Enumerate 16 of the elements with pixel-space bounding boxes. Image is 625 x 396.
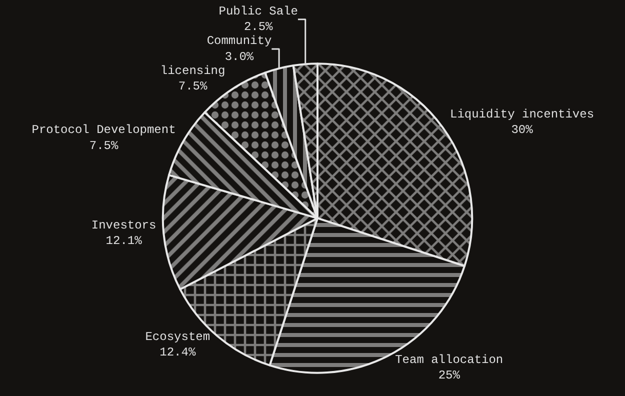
data-label: 30%: [511, 123, 534, 138]
data-label: 12.4%: [160, 346, 196, 360]
slice-label: Community: [206, 34, 272, 48]
data-label: 25%: [438, 368, 461, 383]
data-label: 7.5%: [89, 138, 119, 153]
slice-label: licensing: [160, 64, 226, 78]
data-label: 3.0%: [224, 50, 254, 64]
data-label: 2.5%: [244, 20, 274, 34]
slice-label: Liquidity incentives: [450, 107, 594, 122]
slice-label: Public Sale: [218, 4, 298, 19]
slice-label: Team allocation: [395, 352, 504, 367]
data-label: 12.1%: [106, 234, 143, 248]
slice-label: Protocol Development: [32, 123, 176, 138]
slice-label: Investors: [91, 218, 156, 233]
data-label: 7.5%: [178, 79, 208, 94]
slice-label: Ecosystem: [145, 330, 210, 344]
